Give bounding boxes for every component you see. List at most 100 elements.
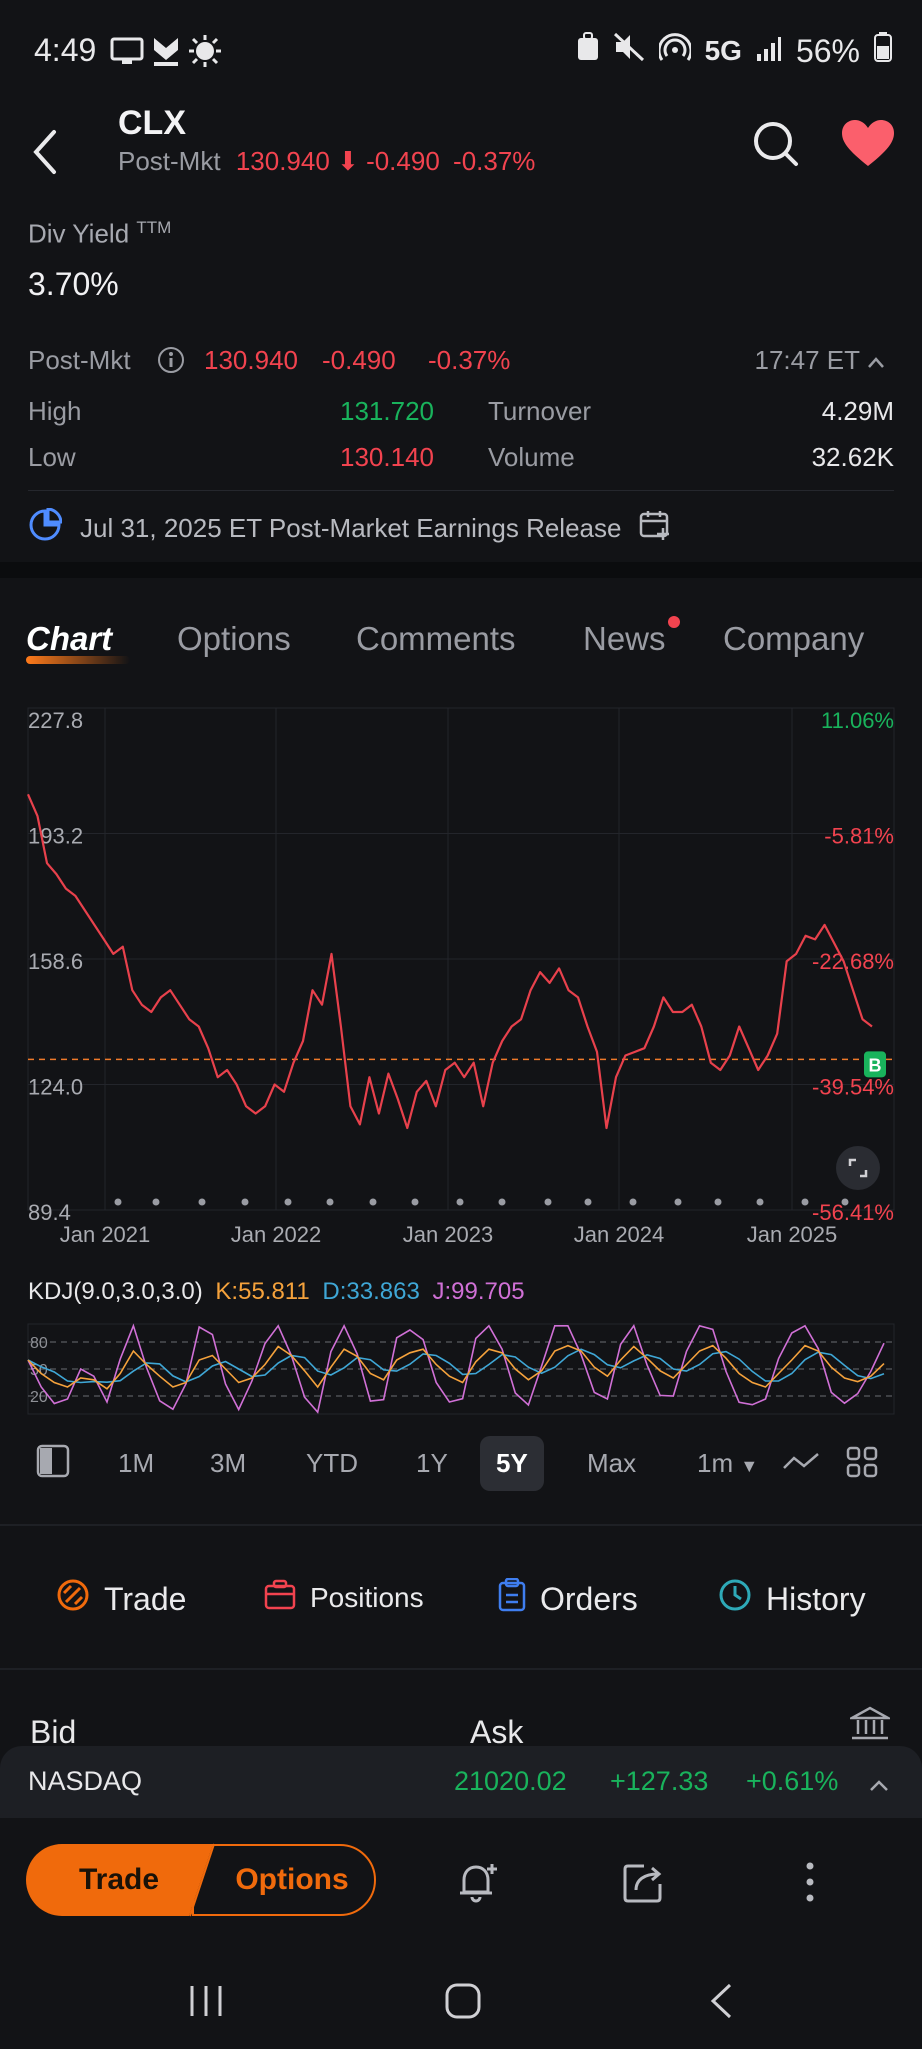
event-dot [114, 1198, 122, 1206]
ttm-label: TTM [136, 218, 172, 237]
expand-icon [860, 1170, 868, 1178]
options-button-label: Options [235, 1863, 349, 1896]
y-axis-tick-label: 89.4 [28, 1200, 71, 1225]
history-action[interactable]: History [718, 1578, 866, 1620]
tab-comments[interactable]: Comments [356, 620, 516, 657]
network-label: 5G [704, 35, 742, 66]
event-dot [369, 1198, 377, 1206]
interval-1m-dropdown[interactable]: 1m ▼ [697, 1448, 758, 1479]
event-dot [456, 1198, 464, 1206]
div-yield-value: 3.70% [28, 265, 119, 302]
grid-settings-icon[interactable] [846, 1446, 878, 1483]
tab-chart[interactable]: Chart [26, 620, 113, 657]
y-axis-tick-label: 158.6 [28, 949, 83, 974]
share-icon[interactable] [622, 1860, 666, 1909]
home-icon[interactable] [444, 1982, 482, 2025]
div-yield-label: Div Yield [28, 218, 130, 249]
back-arrow-icon[interactable] [26, 122, 66, 182]
event-dot [544, 1198, 552, 1206]
price-chart[interactable]: 227.8 11.06% 193.2 -5.81% 158.6 -22.68% 124.0 -… [0, 690, 922, 1250]
recent-apps-icon[interactable] [188, 1984, 224, 2023]
y-axis-pct-label: -39.54% [812, 1075, 894, 1100]
header-change-pct: -0.37% [453, 146, 536, 176]
orders-action-label: Orders [540, 1580, 638, 1617]
period-1y[interactable]: 1Y [416, 1448, 448, 1478]
kdj-d-line [27, 1348, 885, 1384]
signal-icon [756, 33, 782, 70]
post-market-price: 130.940 [204, 345, 298, 375]
volume-label: Volume [488, 442, 575, 472]
kdj-j-line [27, 1323, 885, 1414]
event-dot [284, 1198, 292, 1206]
fullscreen-button[interactable] [836, 1146, 880, 1190]
favorite-heart-icon[interactable] [838, 114, 898, 174]
low-row: Low 130.140 Volume 32.62K [28, 442, 894, 473]
orders-action[interactable]: Orders [498, 1577, 638, 1620]
index-value: 21020.02 [454, 1766, 567, 1796]
event-dot [498, 1198, 506, 1206]
kdj-legend: KDJ(9.0,3.0,3.0) K:55.811 D:33.863 J:99.… [28, 1278, 525, 1306]
tab-company[interactable]: Company [723, 620, 865, 657]
options-button[interactable]: Options [192, 1844, 376, 1916]
div-yield-block: Div Yield TTM 3.70% [28, 218, 171, 303]
section-divider-3 [0, 1668, 922, 1670]
buy-marker [864, 1051, 886, 1078]
battery-percent: 56% [795, 32, 860, 69]
buy-marker-label: B [869, 1055, 882, 1075]
y-axis-tick-label: 193.2 [28, 824, 83, 849]
earnings-release-row[interactable]: Jul 31, 2025 ET Post-Market Earnings Rel… [28, 507, 671, 549]
y-axis-tick-label: 124.0 [28, 1075, 83, 1100]
positions-icon [264, 1578, 296, 1617]
trade-action[interactable]: Trade [56, 1578, 186, 1620]
index-chevron-up-icon[interactable] [868, 1772, 890, 1803]
calendar-add-icon[interactable] [639, 509, 671, 548]
kdj-chart[interactable]: 80 50 20 [0, 1318, 922, 1422]
period-1m[interactable]: 1M [118, 1448, 155, 1478]
event-dot [411, 1198, 419, 1206]
trade-button-label: Trade [78, 1863, 160, 1896]
event-dot [152, 1198, 160, 1206]
x-axis-tick-label: Jan 2021 [60, 1222, 151, 1247]
price-chart-svg[interactable]: 227.8 11.06% 193.2 -5.81% 158.6 -22.68% 124.0 -… [0, 690, 922, 1250]
chevron-up-icon[interactable] [866, 349, 886, 380]
trade-button[interactable]: Trade [26, 1844, 212, 1916]
event-dot [674, 1198, 682, 1206]
quote-time: 17:47 ET [754, 345, 860, 375]
bank-icon[interactable] [847, 1706, 893, 1747]
system-back-icon[interactable] [708, 1982, 734, 2025]
positions-action[interactable]: Positions [264, 1578, 424, 1617]
period-3m[interactable]: 3M [210, 1448, 247, 1478]
event-dot [714, 1198, 722, 1206]
volume-value: 32.62K [811, 442, 894, 472]
event-dot [198, 1198, 206, 1206]
low-label: Low [28, 442, 76, 472]
period-ytd[interactable]: YTD [306, 1448, 358, 1478]
period-5y[interactable]: 5Y [480, 1436, 544, 1491]
period-max[interactable]: Max [587, 1448, 637, 1478]
index-ticker-bar[interactable]: NASDAQ 21020.02 +127.33 +0.61% [0, 1746, 922, 1818]
interval-label: 1m [697, 1448, 734, 1478]
low-value: 130.140 [340, 442, 434, 472]
panel-toggle-icon[interactable] [36, 1444, 70, 1483]
post-market-label: Post-Mkt [118, 146, 221, 176]
kdj-k-line [27, 1344, 885, 1390]
event-dot [841, 1198, 849, 1206]
high-value: 131.720 [340, 396, 434, 426]
event-dot [326, 1198, 334, 1206]
lock-sim-icon [577, 32, 599, 70]
clock-icon [718, 1578, 752, 1620]
more-vertical-icon[interactable] [804, 1860, 816, 1909]
status-time: 4:49 [34, 32, 97, 68]
header-price: 130.940 [235, 146, 330, 176]
alert-bell-icon[interactable] [456, 1860, 500, 1909]
line-style-icon[interactable] [782, 1450, 820, 1479]
system-nav-bar [0, 1948, 922, 2049]
tab-options[interactable]: Options [177, 620, 291, 657]
divider-line [28, 490, 894, 491]
search-icon[interactable] [746, 114, 806, 174]
info-icon[interactable] [156, 345, 186, 382]
orders-icon [498, 1577, 526, 1620]
tab-news[interactable]: News [583, 620, 666, 657]
header-quote-line: Post-Mkt 130.940 ⬇ -0.490 -0.37% [118, 146, 535, 177]
